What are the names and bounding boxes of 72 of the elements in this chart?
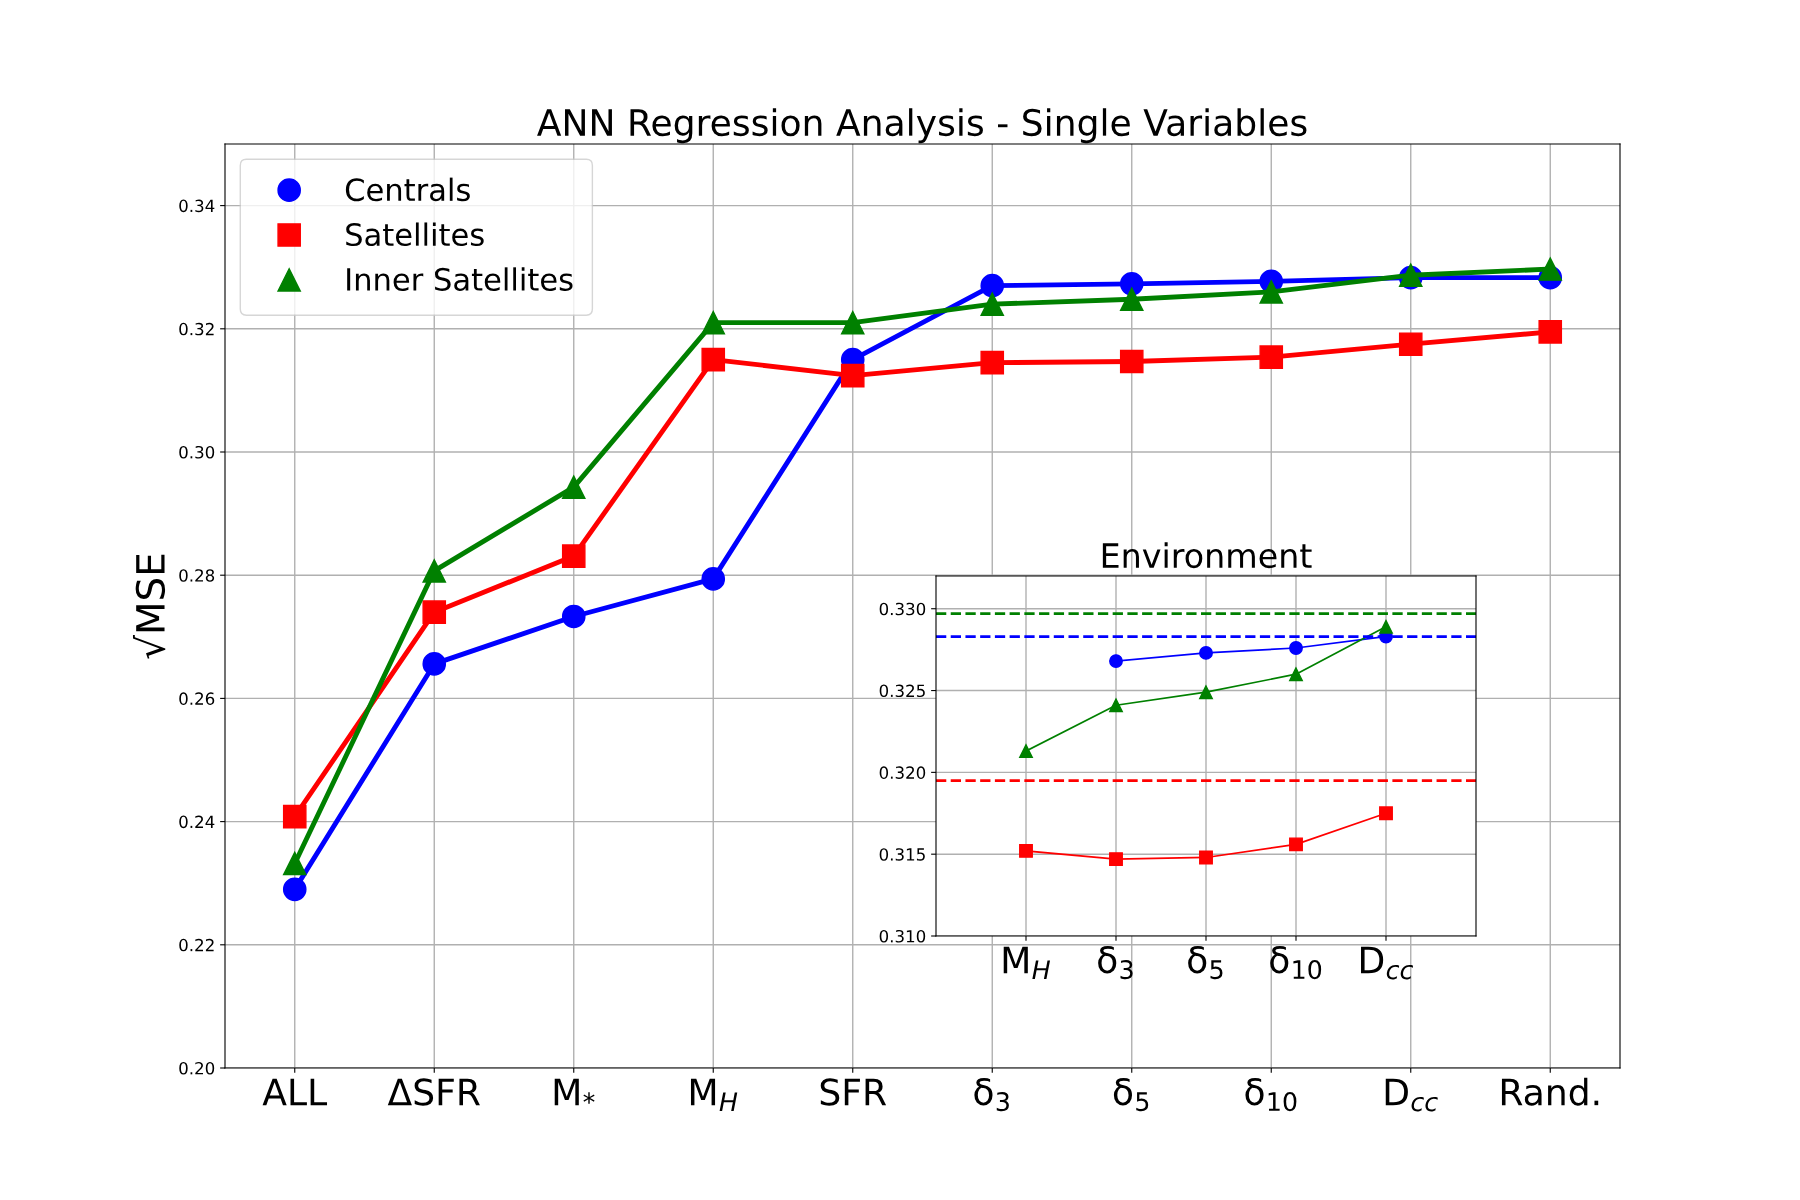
- x-tick-label: δ$_{5}$: [1113, 1078, 1149, 1112]
- point: [980, 350, 1005, 375]
- y-tick-label: 0.30: [179, 445, 215, 459]
- y-tick-label: 0.22: [179, 938, 214, 952]
- point: [561, 475, 586, 499]
- y-tick-label: 0.20: [179, 1061, 215, 1075]
- point: [1119, 287, 1144, 312]
- chart-title: ANN Regression Analysis - Single Variables: [537, 108, 1307, 144]
- x-tick-label: δ$_{10}$: [1270, 946, 1322, 980]
- x-tick-label: δ$_{10}$: [1245, 1078, 1297, 1112]
- point: [1199, 645, 1213, 660]
- point: [1199, 850, 1213, 865]
- x-tick-label: SFR: [820, 1078, 887, 1106]
- point: [1289, 667, 1303, 682]
- y-tick-label: 0.26: [179, 692, 215, 705]
- y-tick-label: 0.28: [179, 569, 215, 582]
- chart-title: Environment: [1102, 542, 1312, 569]
- x-tick-label: δ$_{5}$: [1188, 946, 1223, 980]
- x-tick-label: M$_{H}$: [1003, 946, 1051, 980]
- point: [1398, 332, 1423, 357]
- point: [1119, 272, 1144, 296]
- point: [1019, 744, 1033, 759]
- x-tick-label: M$_{*}$: [554, 1078, 595, 1106]
- point: [1289, 837, 1303, 852]
- point: [980, 273, 1005, 298]
- legend-label: Satellites: [346, 222, 484, 247]
- point: [1119, 349, 1144, 374]
- y-tick-label: 0.330: [879, 602, 926, 616]
- point: [1538, 320, 1563, 344]
- y-tick-label: 0.24: [179, 815, 215, 829]
- legend-label: Inner Satellites: [347, 267, 573, 291]
- point: [282, 804, 307, 829]
- y-axis-title: √MSE: [132, 554, 166, 659]
- x-tick-label: Rand.: [1501, 1077, 1599, 1106]
- point: [1379, 806, 1393, 821]
- point: [422, 600, 447, 624]
- x-tick-label: ALL: [262, 1078, 328, 1106]
- legend-label: Centrals: [345, 177, 470, 202]
- point: [840, 363, 865, 388]
- x-tick-label: D$_{cc}$: [1385, 1078, 1438, 1112]
- point: [840, 310, 865, 335]
- point: [1019, 843, 1033, 858]
- y-tick-label: 0.325: [879, 684, 925, 698]
- x-tick-label: M$_{H}$: [690, 1078, 738, 1112]
- point: [282, 877, 307, 902]
- point: [1259, 345, 1284, 369]
- point: [282, 851, 307, 876]
- point: [1538, 257, 1563, 281]
- point: [1259, 280, 1284, 304]
- point: [701, 347, 726, 372]
- point: [1109, 698, 1123, 713]
- x-tick-label: D$_{cc}$: [1361, 946, 1414, 980]
- y-tick-label: 0.320: [879, 766, 926, 779]
- point: [1379, 619, 1393, 634]
- point: [980, 292, 1005, 316]
- point: [701, 567, 726, 591]
- x-tick-label: ΔSFR: [387, 1078, 480, 1106]
- point: [1199, 685, 1213, 700]
- y-tick-label: 0.32: [179, 322, 214, 336]
- point: [422, 652, 447, 676]
- point: [1289, 641, 1303, 655]
- point: [422, 559, 447, 583]
- point: [701, 310, 726, 335]
- y-tick-label: 0.310: [879, 929, 926, 943]
- x-tick-label: δ$_{3}$: [1098, 946, 1133, 980]
- point: [1109, 852, 1123, 867]
- point: [1109, 654, 1123, 669]
- point: [561, 604, 586, 629]
- y-tick-label: 0.315: [879, 848, 925, 861]
- x-tick-label: δ$_{3}$: [974, 1078, 1009, 1112]
- y-tick-label: 0.34: [179, 199, 215, 213]
- point: [561, 544, 586, 568]
